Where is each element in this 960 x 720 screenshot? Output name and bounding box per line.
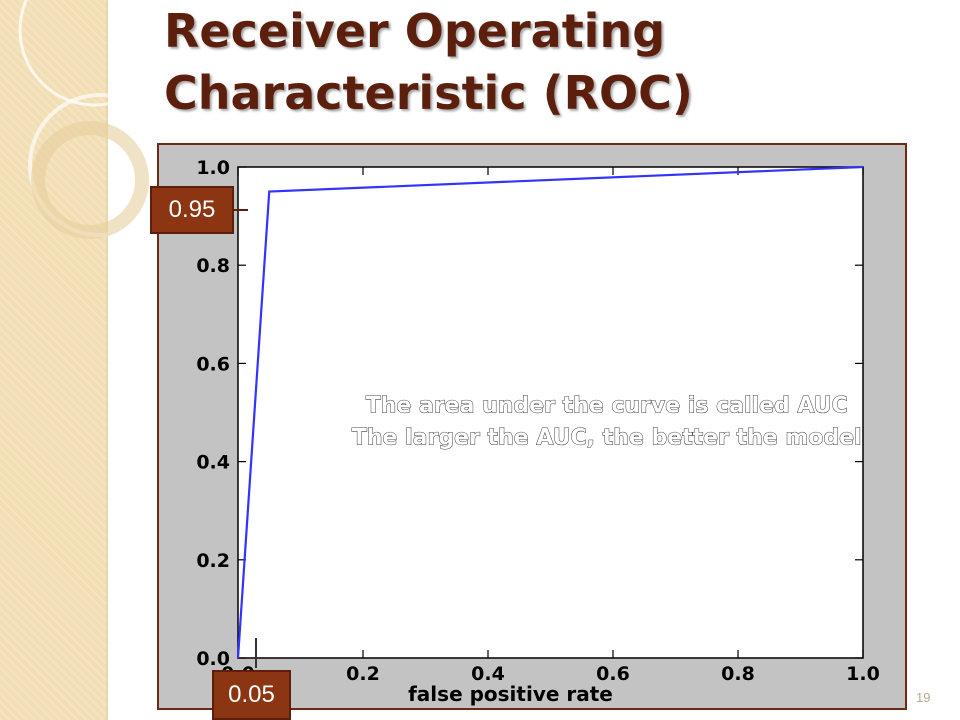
x-tick-label: 0.6 bbox=[596, 663, 630, 685]
y-tick-label: 1.0 bbox=[196, 157, 230, 179]
x-tick-label: 0.2 bbox=[346, 663, 380, 685]
sidebar-divider bbox=[106, 0, 108, 720]
y-tick-label: 0.6 bbox=[196, 353, 230, 375]
slide-number: 19 bbox=[916, 690, 931, 705]
y-tick-label: 0.4 bbox=[196, 452, 230, 474]
title-line-2: Characteristic (ROC) bbox=[164, 66, 693, 120]
slide-title: Receiver Operating Characteristic (ROC) bbox=[164, 0, 884, 124]
tpr-callout-badge: 0.95 bbox=[150, 186, 234, 234]
title-line-1: Receiver Operating bbox=[164, 4, 666, 58]
decorative-rings bbox=[18, 0, 160, 239]
x-tick-label: 1.0 bbox=[846, 663, 880, 685]
y-tick-label: 0.8 bbox=[196, 255, 230, 277]
fpr-callout-badge: 0.05 bbox=[212, 670, 291, 720]
x-tick-label: 0.8 bbox=[721, 663, 755, 685]
y-tick-label: 0.2 bbox=[196, 550, 230, 572]
y-tick-label: 0.0 bbox=[196, 648, 230, 670]
annotation-layer: The area under the curve is called AUC Th… bbox=[351, 393, 862, 451]
plot-area bbox=[237, 166, 864, 659]
auc-annotation-line: The larger the AUC, the better the model bbox=[352, 426, 862, 451]
roc-curve-line bbox=[236, 165, 864, 659]
roc-chart: 0.00.20.40.60.81.00.00.20.40.60.81.0 The… bbox=[196, 157, 880, 706]
x-axis-label: false positive rate bbox=[408, 682, 613, 706]
x-tick-label: 0.4 bbox=[471, 663, 505, 685]
auc-annotation-line: The area under the curve is called AUC bbox=[366, 394, 848, 419]
sidebar-decoration bbox=[0, 0, 106, 720]
roc-chart-frame: 0.00.20.40.60.81.00.00.20.40.60.81.0 The… bbox=[157, 143, 907, 710]
